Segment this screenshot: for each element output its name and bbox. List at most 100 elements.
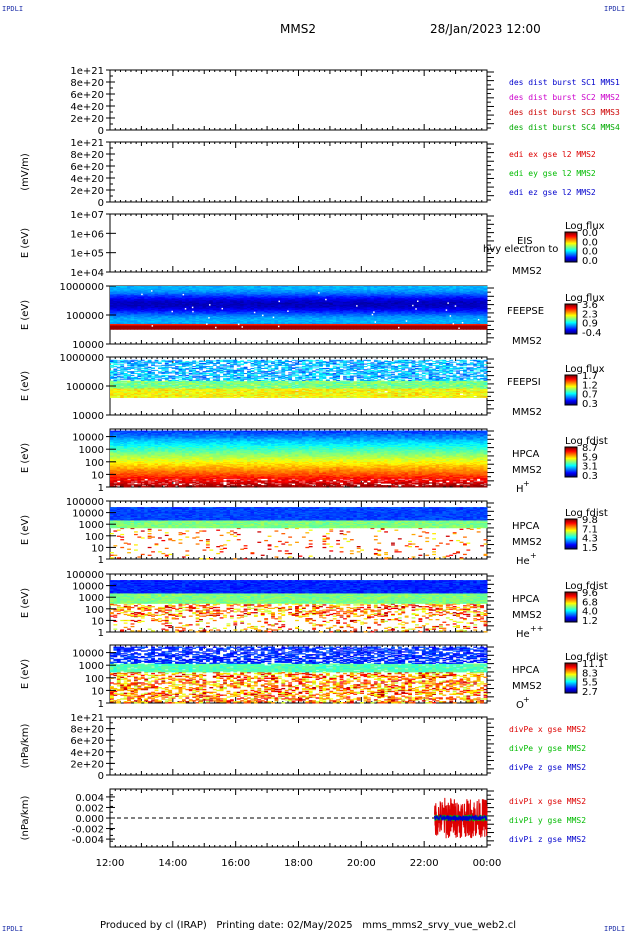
spectrogram-cell (120, 314, 125, 316)
spectrogram-cell (137, 312, 142, 314)
spectrogram-cell (175, 322, 179, 324)
spectrogram-cell (260, 286, 265, 288)
spectrogram-cell (137, 321, 142, 323)
spectrogram-cell (110, 289, 114, 291)
spectrogram-cell (147, 286, 152, 288)
spectrogram-cell (168, 307, 173, 309)
spectrogram-cell (147, 299, 152, 301)
spectrogram-cell (157, 307, 162, 309)
spectrogram-cell (171, 294, 176, 296)
spectrogram-cell (151, 287, 155, 289)
spectrogram-cell (161, 292, 166, 294)
spectrogram-cell (137, 325, 142, 327)
spectrogram-cell (130, 307, 135, 309)
spectrogram-cell (140, 299, 145, 301)
spectrogram-cell (133, 328, 138, 330)
spectrogram-cell (133, 327, 138, 329)
spectrogram-cell (168, 322, 173, 324)
spectrogram-cell (123, 295, 128, 297)
spectrogram-cell (127, 315, 131, 317)
spectrogram-cell (164, 288, 169, 291)
spectrogram-cell (164, 299, 169, 301)
spectrogram-cell (164, 319, 169, 321)
spectrogram-cell (120, 299, 125, 301)
spectrogram-cell (133, 308, 138, 310)
spectrogram-cell (154, 312, 159, 314)
spectrogram-cell (120, 298, 125, 300)
spectrogram-cell (144, 322, 149, 324)
spectrogram-cell (161, 288, 166, 291)
spectrogram-cell (147, 305, 152, 307)
spectrogram-cell (110, 299, 114, 301)
spectrogram-cell (133, 300, 138, 302)
spectrogram-cell (157, 303, 162, 305)
spectrogram-cell (295, 286, 299, 288)
spectrogram-cell (110, 323, 114, 325)
spectrogram-cell (120, 316, 125, 318)
spectrogram-cell (154, 327, 159, 330)
spectrogram-cell (113, 306, 118, 308)
spectrogram-cell (175, 316, 179, 318)
spectrogram-cell (140, 291, 145, 293)
spectrogram-cell (130, 304, 135, 306)
spectrogram-cell (123, 319, 128, 321)
spectrogram-cell (130, 300, 135, 302)
spectrogram-cell (151, 296, 155, 298)
spectrogram-cell (137, 320, 142, 322)
spectrogram-cell (144, 309, 149, 311)
spectrogram-cell (144, 313, 149, 315)
spectrogram-cell (171, 303, 176, 305)
spectrogram-cell (151, 294, 155, 296)
spectrogram-cell (151, 309, 155, 311)
spectrogram-cell (164, 315, 169, 317)
spectrogram-cell (151, 293, 155, 295)
spectrogram-cell (171, 317, 176, 319)
spectrogram-cell (202, 286, 207, 288)
spectrogram-cell (113, 305, 118, 307)
spectrogram-cell (168, 298, 173, 300)
spectrogram-cell (130, 328, 135, 330)
spectrogram-cell (147, 293, 152, 296)
spectrogram-cell (157, 319, 162, 321)
spectrogram-cell (120, 320, 125, 322)
spectrogram-cell (113, 322, 118, 324)
spectrogram-cell (154, 322, 159, 324)
spectrogram-cell (168, 306, 173, 309)
spectrogram-cell (137, 311, 142, 313)
spectrogram-cell (164, 297, 169, 299)
spectrogram-cell (113, 315, 118, 317)
spectrogram-cell (175, 293, 179, 296)
spectrogram-cell (161, 323, 166, 325)
spectrogram-cell (137, 310, 142, 312)
spectrogram-cell (133, 322, 138, 324)
spectrogram-cell (147, 303, 152, 305)
spectrogram-cell (123, 326, 128, 328)
spectrogram-cell (137, 300, 142, 302)
spectrogram-cell (113, 319, 118, 322)
spectrogram-cell (137, 319, 142, 321)
spectrogram-cell (154, 320, 159, 322)
spectrogram-cell (133, 289, 138, 291)
spectrogram-cell (164, 305, 169, 307)
corner-tag-bottom-left: IPDLI (2, 925, 23, 933)
spectrogram-cell (113, 326, 118, 328)
spectrogram-cell (116, 301, 121, 303)
spectrogram-cell (175, 291, 179, 293)
spectrogram-cell (157, 309, 162, 311)
spectrogram-cell (116, 312, 121, 314)
spectrogram-cell (133, 315, 138, 317)
spectrogram-cell (127, 292, 131, 294)
spectrogram-cell (123, 296, 128, 298)
spectrogram-cell (116, 314, 121, 317)
colorbar-cell (565, 252, 577, 254)
spectrogram-cell (113, 299, 118, 301)
spectrogram-cell (133, 296, 138, 298)
spectrogram-cell (157, 312, 162, 314)
spectrogram-cell (157, 291, 162, 293)
spectrogram-cell (123, 289, 128, 291)
spectrogram-cell (137, 298, 142, 300)
spectrogram-cell (110, 317, 114, 319)
spectrogram-cell (120, 295, 125, 297)
corner-tag-top-right: IPDLI (604, 5, 625, 13)
spectrogram-cell (157, 316, 162, 318)
